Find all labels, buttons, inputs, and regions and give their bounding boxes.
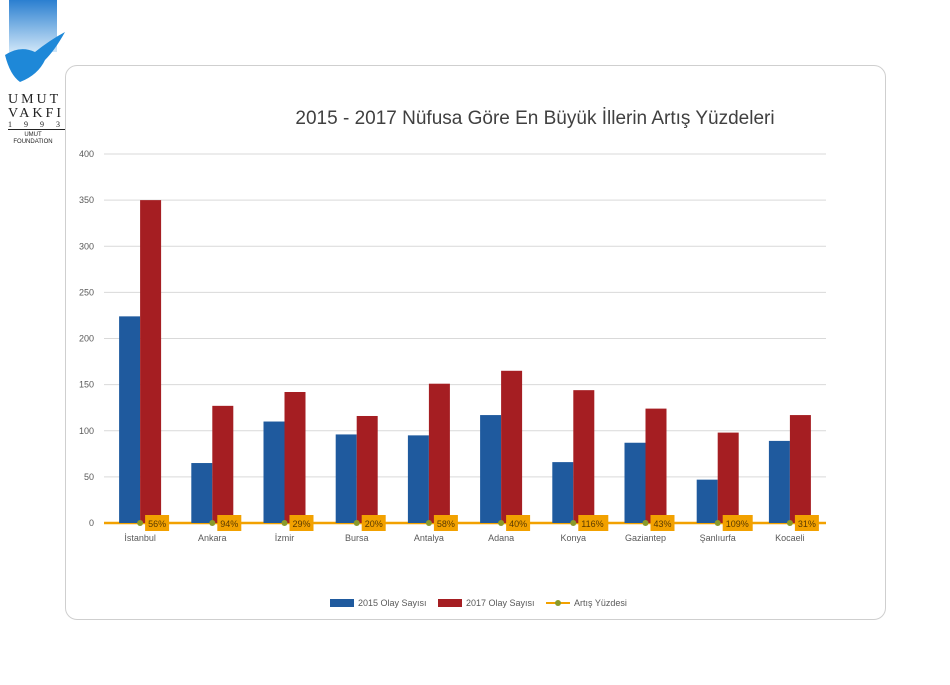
bar-2017 [717, 432, 739, 523]
logo-line2: VAKFI [8, 106, 64, 121]
bar-2015 [696, 479, 718, 523]
legend-swatch [330, 599, 354, 607]
data-label: 20% [365, 519, 383, 529]
data-label-bg [794, 515, 819, 531]
line-point [137, 520, 144, 526]
legend-line-marker [555, 600, 561, 606]
legend-label: 2015 Olay Sayısı [358, 598, 427, 608]
x-tick-label: Antalya [414, 533, 444, 543]
data-label: 29% [293, 519, 311, 529]
bar-2015 [552, 462, 574, 523]
line-point [353, 520, 360, 526]
x-tick-label: İzmir [275, 533, 295, 543]
x-tick-label: Konya [561, 533, 587, 543]
logo-year: 1 9 9 3 [8, 120, 65, 130]
data-label-bg [650, 515, 675, 531]
line-point [498, 520, 505, 526]
data-label-bg [578, 515, 609, 531]
data-label: 116% [581, 519, 603, 529]
logo-line4: FOUNDATION [13, 139, 53, 145]
umut-vakfi-logo: UMUT VAKFI 1 9 9 3 UMUT FOUNDATION [0, 0, 70, 150]
bar-2017 [645, 408, 667, 523]
bar-2017 [212, 405, 234, 523]
data-label: 43% [654, 519, 672, 529]
bar-2015 [119, 316, 141, 523]
y-tick-label: 200 [79, 334, 94, 344]
y-tick-label: 50 [84, 472, 94, 482]
data-label-bg [145, 515, 170, 531]
data-label-bg [433, 515, 458, 531]
bar-2017 [140, 200, 162, 523]
data-label: 31% [798, 519, 816, 529]
line-point [714, 520, 721, 526]
y-tick-label: 350 [79, 195, 94, 205]
bar-2015 [407, 435, 429, 523]
y-tick-label: 400 [79, 149, 94, 159]
y-tick-label: 150 [79, 380, 94, 390]
x-tick-label: İstanbul [124, 533, 156, 543]
x-tick-label: Şanlıurfa [700, 533, 736, 543]
x-tick-label: Bursa [345, 533, 369, 543]
bar-2017 [356, 415, 378, 523]
bar-2015 [191, 463, 213, 523]
bird-icon [5, 32, 65, 82]
data-label-bg [289, 515, 314, 531]
y-tick-label: 250 [79, 287, 94, 297]
y-tick-label: 300 [79, 241, 94, 251]
bar-2015 [335, 434, 357, 523]
legend-label: 2017 Olay Sayısı [466, 598, 535, 608]
bar-2017 [284, 392, 306, 523]
logo-line1: UMUT [8, 92, 62, 107]
line-point [642, 520, 649, 526]
data-label: 40% [509, 519, 527, 529]
chart-title: 2015 - 2017 Nüfusa Göre En Büyük İllerin… [295, 108, 775, 129]
legend-label: Artış Yüzdesi [574, 598, 627, 608]
bar-2017 [501, 370, 523, 523]
line-point [570, 520, 577, 526]
logo-line3: UMUT [24, 132, 42, 138]
bar-2015 [263, 421, 285, 523]
bar-2015 [624, 442, 646, 523]
data-label-bg [722, 515, 753, 531]
bar-2017 [428, 383, 450, 523]
line-point [425, 520, 432, 526]
bar-2015 [768, 440, 790, 523]
x-tick-label: Gaziantep [625, 533, 666, 543]
line-point [281, 520, 288, 526]
x-tick-label: Ankara [198, 533, 227, 543]
legend-swatch [438, 599, 462, 607]
bar-2015 [480, 415, 502, 523]
y-tick-label: 0 [89, 518, 94, 528]
line-point [209, 520, 216, 526]
x-tick-label: Kocaeli [775, 533, 805, 543]
x-tick-label: Adana [488, 533, 514, 543]
data-label: 109% [726, 519, 749, 529]
y-tick-label: 100 [79, 426, 94, 436]
data-label: 56% [148, 519, 166, 529]
data-label: 94% [220, 519, 238, 529]
data-label-bg [217, 515, 242, 531]
line-point [786, 520, 793, 526]
data-label-bg [506, 515, 531, 531]
data-label-bg [361, 515, 386, 531]
data-label: 58% [437, 519, 455, 529]
bar-2017 [573, 390, 595, 523]
bar-2017 [789, 415, 811, 523]
